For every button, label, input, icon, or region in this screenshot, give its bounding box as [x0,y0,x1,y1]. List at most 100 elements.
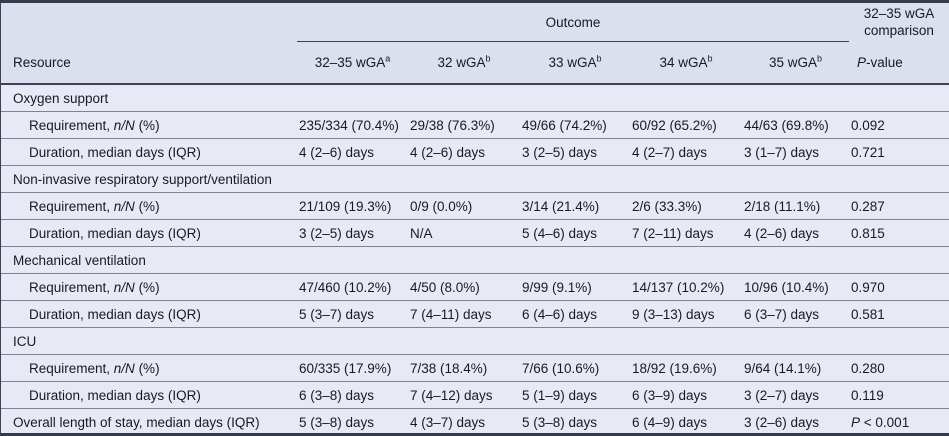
row-label-text: (%) [134,117,160,133]
value-cell: 60/335 (17.9%) [297,354,408,382]
value-cell: 21/109 (19.3%) [297,192,408,220]
value-cell: 14/137 (10.2%) [630,273,742,301]
pvalue-cell: 0.970 [849,273,949,301]
value-cell: 49/66 (74.2%) [520,111,630,139]
section-filler [297,246,949,274]
value-cell: 9/99 (9.1%) [520,273,630,301]
data-row-mv-duration: Duration, median days (IQR) 5 (3–7) days… [1,300,949,328]
value-cell: 4 (2–6) days [742,219,850,247]
row-label: Duration, median days (IQR) [1,381,297,409]
row-label-text: Requirement, [29,117,114,133]
section-label: Non-invasive respiratory support/ventila… [1,165,297,193]
value-cell: 5 (4–6) days [520,219,630,247]
row-label-text: (%) [134,279,160,295]
value-cell: 9/64 (14.1%) [742,354,850,382]
value-cell: 5 (3–8) days [520,408,630,433]
footnote-marker: a [385,53,391,64]
data-row-mv-requirement: Requirement, n/N (%) 47/460 (10.2%) 4/50… [1,273,949,301]
pvalue-cell: 0.287 [849,192,949,220]
row-label: Requirement, n/N (%) [1,273,297,301]
comparison-header-line2: comparison [864,23,934,39]
table-body: Oxygen support Requirement, n/N (%) 235/… [1,83,949,433]
value-cell: 6 (3–7) days [742,300,850,328]
column-header-35-wga: 35 wGAb [742,41,850,85]
pvalue-italic: P [851,414,861,430]
value-cell: 44/63 (69.8%) [742,111,850,139]
value-cell: 5 (3–7) days [297,300,408,328]
footnote-marker: b [817,53,823,64]
row-label: Overall length of stay, median days (IQR… [1,408,297,433]
section-row-mechanical-ventilation: Mechanical ventilation [1,246,949,274]
section-row-oxygen-support: Oxygen support [1,83,949,112]
row-label: Requirement, n/N (%) [1,354,297,382]
pvalue-header-italic: P [857,54,867,70]
value-cell: 4 (3–7) days [408,408,520,433]
row-label-italic: n/N [113,279,135,295]
footnote-marker: b [707,53,713,64]
value-cell: 3 (2–7) days [742,381,850,409]
section-filler [297,327,949,355]
value-cell: 3 (2–6) days [742,408,850,433]
comparison-header-line1: 32–35 wGA [863,5,935,21]
pvalue-cell: 0.119 [849,381,949,409]
row-label-text: (%) [134,198,160,214]
value-cell: 10/96 (10.4%) [742,273,850,301]
value-cell: 2/6 (33.3%) [630,192,742,220]
value-cell: 47/460 (10.2%) [297,273,408,301]
data-row-oxygen-requirement: Requirement, n/N (%) 235/334 (70.4%) 29/… [1,111,949,139]
pvalue-rest: < 0.001 [860,414,910,430]
resource-column-header: Resource [1,41,297,85]
footnote-marker: b [596,53,602,64]
data-row-icu-requirement: Requirement, n/N (%) 60/335 (17.9%) 7/38… [1,354,949,382]
data-row-niv-requirement: Requirement, n/N (%) 21/109 (19.3%) 0/9 … [1,192,949,220]
total-row-overall-length-of-stay: Overall length of stay, median days (IQR… [1,408,949,433]
pvalue-cell: 0.280 [849,354,949,382]
value-cell: 4 (2–6) days [408,138,520,166]
value-cell: 29/38 (76.3%) [408,111,520,139]
row-label-text: Requirement, [29,198,114,214]
column-header-text: 32 wGA [437,55,486,70]
pvalue-header-rest: -value [866,54,903,70]
column-header-32-wga: 32 wGAb [408,41,520,85]
value-cell: 3 (2–5) days [520,138,630,166]
pvalue-cell: P < 0.001 [849,408,949,433]
section-label: ICU [1,327,297,355]
value-cell: 7 (4–12) days [408,381,520,409]
value-cell: 5 (1–9) days [520,381,630,409]
table-header: Outcome 32–35 wGA comparison Resource 32… [1,3,949,85]
row-label-italic: n/N [113,198,135,214]
column-header-text: 34 wGA [659,55,708,70]
comparison-group-header: 32–35 wGA comparison [849,3,949,42]
row-label: Duration, median days (IQR) [1,138,297,166]
value-cell: 9 (3–13) days [630,300,742,328]
row-label-text: Requirement, [29,279,114,295]
column-header-32-35-wga: 32–35 wGAa [297,41,408,85]
section-label: Oxygen support [1,83,297,112]
value-cell: 3 (2–5) days [297,219,408,247]
row-label: Requirement, n/N (%) [1,192,297,220]
outcomes-table: Outcome 32–35 wGA comparison Resource 32… [1,3,949,433]
row-label-italic: n/N [113,117,135,133]
header-columns-row: Resource 32–35 wGAa 32 wGAb 33 wGAb 34 w… [1,41,949,85]
row-label: Requirement, n/N (%) [1,111,297,139]
pvalue-cell: 0.815 [849,219,949,247]
value-cell: 6 (4–9) days [630,408,742,433]
pvalue-cell: 0.092 [849,111,949,139]
section-filler [297,165,949,193]
value-cell: 3/14 (21.4%) [520,192,630,220]
value-cell: 7/38 (18.4%) [408,354,520,382]
column-header-text: 32–35 wGA [314,55,386,70]
value-cell: 235/334 (70.4%) [297,111,408,139]
value-cell: 60/92 (65.2%) [630,111,742,139]
row-label-italic: n/N [113,360,135,376]
value-cell: 0/9 (0.0%) [408,192,520,220]
column-header-text: 35 wGA [768,55,818,70]
outcome-group-header: Outcome [297,3,850,42]
value-cell: 18/92 (19.6%) [630,354,742,382]
value-cell: 6 (4–6) days [520,300,630,328]
row-label-text: Requirement, [29,360,114,376]
row-label: Duration, median days (IQR) [1,300,297,328]
section-filler [297,83,949,112]
row-label: Duration, median days (IQR) [1,219,297,247]
value-cell: 2/18 (11.1%) [742,192,850,220]
